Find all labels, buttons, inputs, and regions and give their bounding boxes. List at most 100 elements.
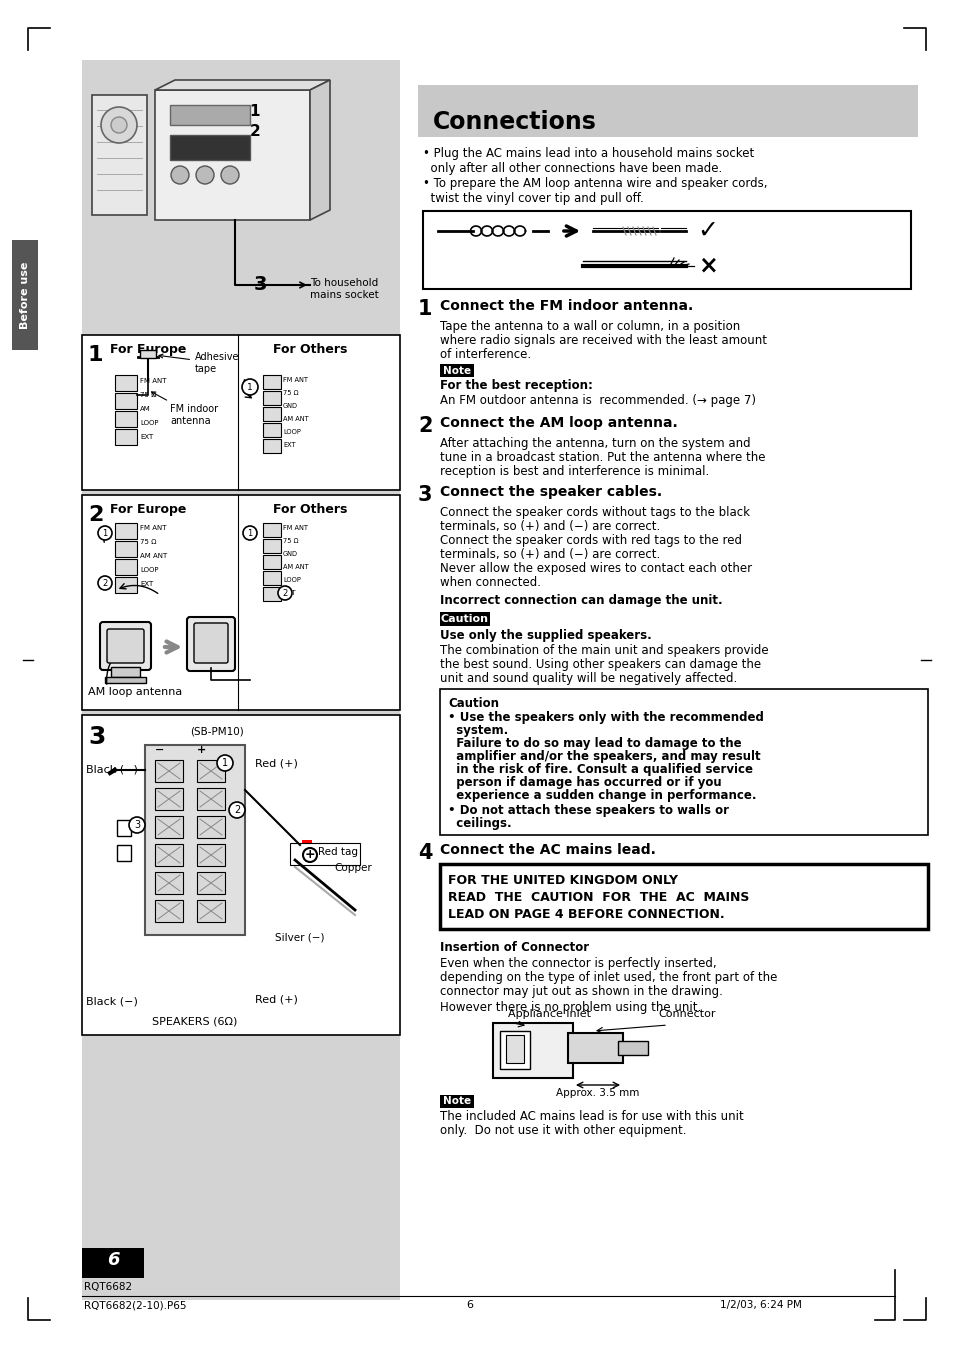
Bar: [493, 1023, 573, 1078]
Text: Connections: Connections: [433, 111, 597, 133]
Bar: [170, 135, 250, 160]
Circle shape: [98, 526, 112, 541]
Text: LOOP: LOOP: [283, 577, 300, 582]
Text: Silver (−): Silver (−): [274, 933, 324, 944]
Text: Appliance inlet: Appliance inlet: [507, 1010, 590, 1019]
Text: 2: 2: [250, 124, 260, 139]
Bar: [154, 872, 183, 894]
Text: Caution: Caution: [448, 697, 498, 710]
Text: 75 Ω: 75 Ω: [283, 390, 298, 396]
Text: Connect the FM indoor antenna.: Connect the FM indoor antenna.: [439, 299, 693, 313]
Text: Connect the speaker cords without tags to the black: Connect the speaker cords without tags t…: [439, 506, 749, 519]
Text: RQT6682(2-10).P65: RQT6682(2-10).P65: [84, 1299, 186, 1310]
Text: Failure to do so may lead to damage to the: Failure to do so may lead to damage to t…: [448, 737, 740, 749]
Circle shape: [303, 848, 316, 861]
Text: experience a sudden change in performance.: experience a sudden change in performanc…: [448, 789, 756, 802]
Text: person if damage has occurred or if you: person if damage has occurred or if you: [448, 776, 720, 789]
Circle shape: [171, 166, 189, 183]
Text: twist the vinyl cover tip and pull off.: twist the vinyl cover tip and pull off.: [422, 191, 643, 205]
Bar: [154, 760, 183, 782]
Text: where radio signals are received with the least amount: where radio signals are received with th…: [439, 334, 766, 346]
Text: 1: 1: [222, 758, 228, 768]
Bar: [154, 90, 310, 220]
Text: Note: Note: [442, 365, 471, 376]
Bar: [82, 1248, 144, 1278]
Text: +: +: [304, 848, 315, 861]
Circle shape: [195, 166, 213, 183]
Text: 6: 6: [466, 1299, 473, 1310]
Text: amplifier and/or the speakers, and may result: amplifier and/or the speakers, and may r…: [448, 749, 760, 763]
Bar: [82, 61, 399, 325]
Text: 3: 3: [417, 485, 432, 506]
Text: For Europe: For Europe: [110, 342, 186, 356]
Text: connector may jut out as shown in the drawing.: connector may jut out as shown in the dr…: [439, 985, 722, 998]
Bar: [82, 1248, 399, 1299]
Text: FM indoor
antenna: FM indoor antenna: [152, 392, 218, 426]
Text: when connected.: when connected.: [439, 576, 540, 589]
Text: only.  Do not use it with other equipment.: only. Do not use it with other equipment…: [439, 1124, 686, 1136]
Text: 1: 1: [88, 345, 103, 365]
Text: ✓: ✓: [697, 218, 718, 243]
Polygon shape: [310, 80, 330, 220]
Text: Connector: Connector: [658, 1010, 715, 1019]
Text: After attaching the antenna, turn on the system and: After attaching the antenna, turn on the…: [439, 437, 750, 450]
Bar: [417, 85, 917, 137]
Text: • Do not attach these speakers to walls or: • Do not attach these speakers to walls …: [448, 803, 728, 817]
Text: Copper: Copper: [334, 863, 372, 874]
Text: (SB-PM10): (SB-PM10): [190, 727, 244, 737]
Text: Connect the AM loop antenna.: Connect the AM loop antenna.: [439, 417, 677, 430]
Text: FM ANT: FM ANT: [283, 377, 308, 383]
Text: only after all other connections have been made.: only after all other connections have be…: [422, 162, 721, 175]
FancyBboxPatch shape: [100, 621, 151, 670]
Text: FM ANT: FM ANT: [140, 377, 167, 384]
Bar: [115, 411, 137, 427]
Bar: [196, 789, 225, 810]
Bar: [170, 105, 250, 125]
Text: of interference.: of interference.: [439, 348, 531, 361]
Text: in the risk of fire. Consult a qualified service: in the risk of fire. Consult a qualified…: [448, 763, 752, 776]
Bar: [82, 61, 399, 1255]
Bar: [263, 423, 281, 437]
Bar: [439, 1095, 474, 1108]
Text: For the best reception:: For the best reception:: [439, 379, 592, 392]
Circle shape: [101, 106, 137, 143]
Circle shape: [98, 576, 112, 590]
Text: 4: 4: [417, 842, 432, 863]
Text: 2: 2: [282, 589, 287, 597]
Bar: [140, 350, 156, 359]
Bar: [263, 539, 281, 553]
Text: 2: 2: [102, 578, 108, 588]
Bar: [263, 523, 281, 537]
FancyBboxPatch shape: [193, 623, 228, 663]
Text: Note: Note: [442, 1096, 471, 1107]
FancyBboxPatch shape: [187, 617, 234, 671]
Text: +: +: [197, 745, 207, 755]
Text: Connect the speaker cords with red tags to the red: Connect the speaker cords with red tags …: [439, 534, 741, 547]
Bar: [439, 612, 490, 625]
Bar: [115, 375, 137, 391]
Text: Red tag: Red tag: [317, 847, 357, 857]
Bar: [91, 94, 147, 214]
Bar: [618, 1041, 647, 1055]
Text: tune in a broadcast station. Put the antenna where the: tune in a broadcast station. Put the ant…: [439, 452, 764, 464]
Text: ×: ×: [698, 253, 717, 278]
Text: Never allow the exposed wires to contact each other: Never allow the exposed wires to contact…: [439, 562, 751, 576]
Bar: [82, 714, 399, 1035]
Bar: [105, 677, 146, 683]
Text: R: R: [120, 848, 128, 857]
Bar: [154, 789, 183, 810]
Text: terminals, so (+) and (−) are correct.: terminals, so (+) and (−) are correct.: [439, 549, 659, 561]
Text: AM: AM: [140, 406, 151, 412]
Text: Adhesive
tape: Adhesive tape: [159, 352, 239, 373]
Text: L: L: [121, 824, 127, 833]
Text: depending on the type of inlet used, the front part of the: depending on the type of inlet used, the…: [439, 971, 777, 984]
Text: An FM outdoor antenna is  recommended. (→ page 7): An FM outdoor antenna is recommended. (→…: [439, 394, 755, 407]
Bar: [12, 240, 38, 350]
Bar: [499, 1031, 530, 1069]
Text: 6: 6: [107, 1251, 119, 1268]
Text: 2: 2: [233, 805, 240, 816]
Text: LOOP: LOOP: [140, 568, 158, 573]
Text: 1: 1: [417, 299, 432, 319]
Text: 2: 2: [88, 506, 103, 524]
Text: Even when the connector is perfectly inserted,: Even when the connector is perfectly ins…: [439, 957, 716, 971]
